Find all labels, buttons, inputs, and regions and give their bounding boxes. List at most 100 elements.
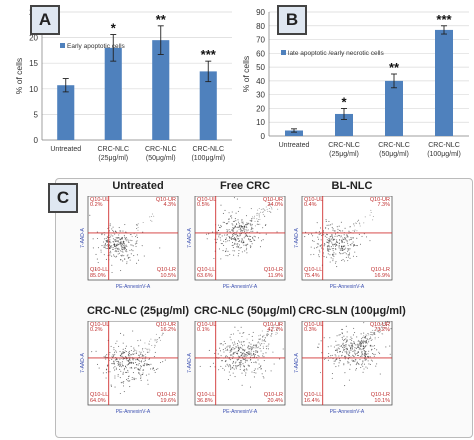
event-dot xyxy=(119,250,121,252)
quadrant-percent: 16.2% xyxy=(160,327,176,333)
chart-a-early-apoptotic: 0510152025% of cellsUntreated*CRC-NLC(25… xyxy=(14,8,232,162)
event-dot xyxy=(239,228,242,230)
event-dot xyxy=(326,234,329,236)
event-dot xyxy=(133,255,135,257)
event-dot xyxy=(364,216,366,218)
event-dot xyxy=(250,245,252,247)
quadrant-name: Q10-LL xyxy=(197,392,215,398)
event-dot xyxy=(238,347,240,350)
event-dot xyxy=(125,249,127,251)
event-dot xyxy=(119,242,121,244)
event-dot xyxy=(107,247,109,249)
event-dot xyxy=(146,351,148,353)
event-dot xyxy=(110,384,112,386)
event-dot xyxy=(339,249,341,251)
event-dot xyxy=(232,224,234,226)
event-dot xyxy=(365,334,367,336)
event-dot xyxy=(237,350,239,352)
event-dot xyxy=(225,222,227,225)
y-tick-label: 10 xyxy=(256,118,265,127)
event-dot xyxy=(232,247,234,249)
event-dot xyxy=(129,239,131,241)
event-dot xyxy=(357,351,359,353)
event-dot xyxy=(264,209,266,211)
event-dot xyxy=(344,351,346,353)
event-dot xyxy=(374,336,376,338)
event-dot xyxy=(241,356,243,358)
event-dot xyxy=(134,353,136,355)
event-dot xyxy=(112,238,114,240)
quadrant-name: Q10-LR xyxy=(371,267,390,273)
event-dot xyxy=(244,370,246,372)
event-dot xyxy=(115,351,118,353)
event-dot xyxy=(113,231,115,233)
event-dot xyxy=(250,352,252,354)
event-dot xyxy=(279,358,281,360)
event-dot xyxy=(336,235,338,237)
event-dot xyxy=(353,327,355,329)
event-dot xyxy=(237,210,239,212)
event-dot xyxy=(89,214,91,216)
event-dot xyxy=(221,235,223,237)
event-dot xyxy=(100,249,102,251)
event-dot xyxy=(234,351,236,353)
event-dot xyxy=(145,374,148,376)
event-dot xyxy=(338,229,340,232)
event-dot xyxy=(221,243,223,245)
event-dot xyxy=(123,241,125,243)
event-dot xyxy=(341,242,343,244)
event-dot xyxy=(365,338,367,340)
event-dot xyxy=(224,356,227,358)
event-dot xyxy=(379,322,381,325)
event-dot xyxy=(319,227,322,229)
event-dot xyxy=(362,361,364,363)
event-dot xyxy=(127,239,129,241)
event-dot xyxy=(239,356,241,358)
event-dot xyxy=(338,365,340,367)
event-dot xyxy=(149,216,151,218)
event-dot xyxy=(329,238,331,240)
event-dot xyxy=(133,347,135,349)
event-dot xyxy=(131,240,133,242)
event-dot xyxy=(262,208,264,210)
event-dot xyxy=(233,344,235,346)
event-dot xyxy=(224,361,226,363)
event-dot xyxy=(250,246,252,249)
event-dot xyxy=(256,212,258,214)
event-dot xyxy=(267,333,269,335)
event-dot xyxy=(366,236,368,238)
quadrant-name: Q10-LR xyxy=(157,392,176,398)
event-dot xyxy=(337,228,339,230)
event-dot xyxy=(111,245,113,247)
event-dot xyxy=(260,350,262,352)
event-dot xyxy=(220,258,222,260)
event-dot xyxy=(331,372,333,375)
event-dot xyxy=(357,340,359,342)
event-dot xyxy=(363,368,365,370)
event-dot xyxy=(369,214,371,216)
event-dot xyxy=(114,359,116,361)
event-dot xyxy=(249,386,252,388)
event-dot xyxy=(342,249,344,251)
event-dot xyxy=(235,220,237,222)
event-dot xyxy=(125,231,127,233)
event-dot xyxy=(331,354,333,356)
event-dot xyxy=(133,350,135,352)
event-dot xyxy=(325,219,327,221)
event-dot xyxy=(127,371,129,373)
event-dot xyxy=(359,223,361,225)
event-dot xyxy=(125,345,127,347)
event-dot xyxy=(332,228,334,230)
event-dot xyxy=(353,225,355,227)
event-dot xyxy=(233,352,235,354)
event-dot xyxy=(249,345,251,348)
event-dot xyxy=(346,340,348,342)
event-dot xyxy=(328,250,330,252)
panel-b-label: B xyxy=(277,5,307,35)
event-dot xyxy=(114,230,117,232)
event-dot xyxy=(111,271,113,274)
event-dot xyxy=(341,245,343,247)
event-dot xyxy=(323,256,325,258)
event-dot xyxy=(278,325,280,327)
event-dot xyxy=(344,372,346,374)
